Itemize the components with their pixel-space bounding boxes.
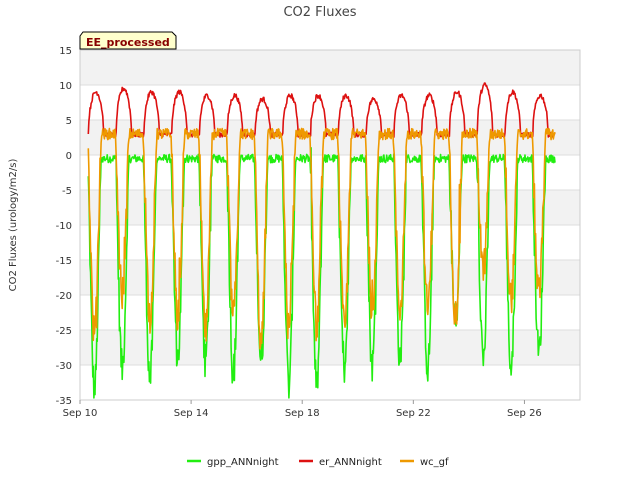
plot-frame xyxy=(79,49,581,401)
plot-band xyxy=(80,225,580,260)
y-tick-label: -10 xyxy=(56,221,72,232)
x-tick-label: Sep 10 xyxy=(63,408,98,419)
y-tick-label: 10 xyxy=(59,81,72,92)
y-tick-label: -15 xyxy=(56,256,72,267)
plot-band xyxy=(80,85,580,120)
x-tick-label: Sep 14 xyxy=(174,408,209,419)
plot-band xyxy=(80,190,580,225)
plot-band xyxy=(80,330,580,365)
series-layer xyxy=(87,82,556,399)
badge-text: EE_processed xyxy=(86,36,170,49)
x-tick-label: Sep 22 xyxy=(396,408,431,419)
legend: gpp_ANNnight er_ANNnight wc_gf xyxy=(187,457,449,468)
series-line-gpp_ANNnight xyxy=(87,147,556,399)
x-tick-label: Sep 26 xyxy=(507,408,542,419)
y-tick-label: -25 xyxy=(56,326,72,337)
y-tick-label: -30 xyxy=(56,361,72,372)
y-tick-label: 15 xyxy=(59,46,72,57)
legend-label: wc_gf xyxy=(420,457,449,468)
y-tick-label: 5 xyxy=(66,116,72,127)
y-axis-label: CO2 Fluxes (urology/m2/s) xyxy=(8,159,19,292)
plot-bands xyxy=(80,50,580,400)
legend-label: gpp_ANNnight xyxy=(207,457,279,468)
x-tick-label: Sep 18 xyxy=(285,408,320,419)
y-tick-label: -5 xyxy=(62,186,72,197)
plot-band xyxy=(80,50,580,85)
plot-band xyxy=(80,260,580,295)
plot-band xyxy=(80,295,580,330)
chart-title: CO2 Fluxes xyxy=(283,5,356,20)
y-tick-label: -20 xyxy=(56,291,72,302)
plot-band xyxy=(80,365,580,400)
processing-badge: EE_processed xyxy=(79,31,177,50)
y-tick-label: -35 xyxy=(56,396,72,407)
y-tick-label: 0 xyxy=(66,151,72,162)
legend-label: er_ANNnight xyxy=(319,457,382,468)
series-line-wc_gf xyxy=(87,127,556,350)
